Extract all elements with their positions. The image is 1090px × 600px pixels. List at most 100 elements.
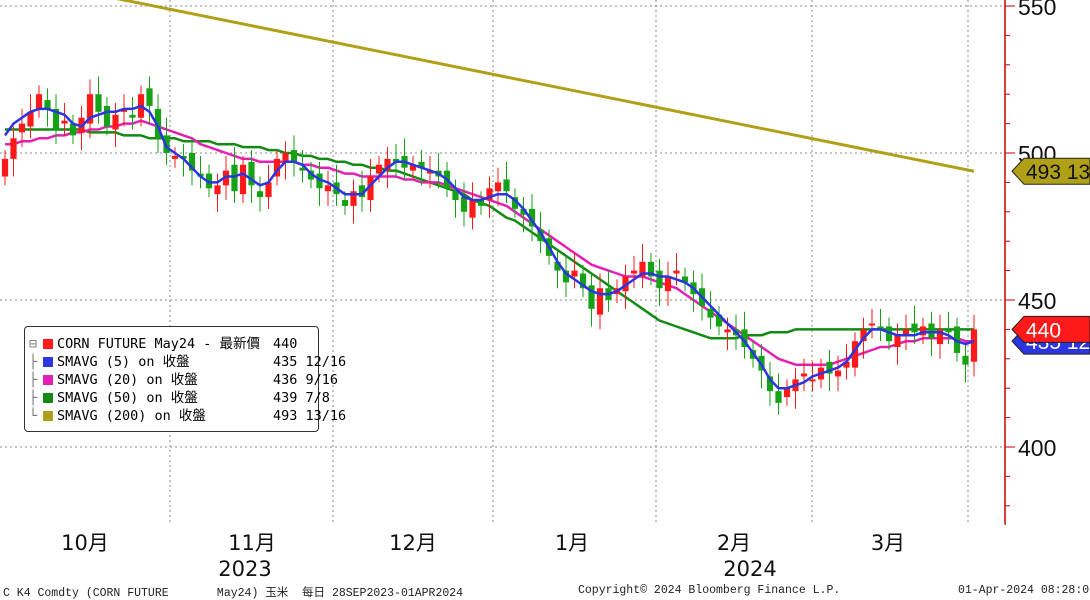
legend-item-price: ⊟ CORN FUTURE May24 - 最新價 440 [29, 335, 297, 353]
month-label: 11月 [228, 531, 276, 555]
sma50-layer [5, 128, 974, 340]
candle-body [664, 276, 672, 292]
candle-body [724, 329, 731, 333]
price-tag-box [1011, 315, 1090, 343]
candle-body [409, 164, 417, 171]
candle-body [384, 158, 391, 171]
candle-body [52, 108, 60, 130]
legend-value: 493 13/16 [273, 408, 347, 424]
sma200-tag-box [1011, 157, 1090, 185]
candle-body [579, 273, 587, 289]
candle-body [528, 208, 536, 227]
candle-body [741, 329, 748, 348]
candle-body [766, 376, 774, 392]
collapse-icon[interactable]: ⊟ [29, 336, 38, 352]
candle-body [418, 161, 425, 168]
candle-body [596, 288, 604, 315]
candle-body [562, 270, 570, 283]
candle-body [112, 114, 119, 130]
candle-body [630, 270, 638, 274]
candle-body [129, 114, 136, 118]
price-tag-text: 440 [1026, 319, 1061, 342]
candle-body [324, 185, 332, 192]
candle-body [350, 191, 357, 206]
candle-body [868, 323, 876, 326]
candle-body [885, 326, 893, 342]
candle-body [707, 308, 714, 318]
candle-body [970, 329, 978, 362]
candle-body [775, 391, 782, 403]
candle-body [299, 167, 306, 171]
legend-label: SMAVG (50) on 收盤 [57, 390, 198, 406]
sma5-line [3, 104, 975, 390]
candle-body [477, 200, 485, 206]
candle-body [154, 108, 162, 139]
candle-body [120, 108, 128, 112]
candle-body [95, 94, 102, 112]
price-tick-label: 550 [1018, 0, 1056, 20]
swatch-icon [43, 375, 53, 385]
candle-body [919, 326, 927, 336]
candle-body [341, 200, 349, 206]
year-label: 2024 [723, 557, 776, 581]
candle-body [936, 329, 944, 345]
legend-item-sma50: ├ SMAVG (50) on 收盤 439 7/8 [29, 390, 330, 406]
candle-body [860, 329, 867, 342]
candle-body [256, 191, 264, 198]
swatch-icon [43, 393, 53, 403]
candle-body [69, 123, 77, 136]
legend-item-sma5: ├ SMAVG (5) on 收盤 435 12/16 [29, 354, 347, 370]
candle-body [426, 170, 434, 174]
legend-value: 435 12/16 [273, 354, 347, 370]
candle-body [494, 182, 502, 192]
price-tick-label: 450 [1018, 288, 1056, 314]
legend-value: 439 7/8 [273, 390, 330, 406]
candle-body [290, 150, 298, 162]
month-label: 10月 [61, 531, 109, 555]
candle-body [188, 153, 196, 171]
candle-body [146, 88, 153, 106]
candle-body [452, 191, 459, 201]
candle-body [537, 229, 544, 242]
swatch-icon [43, 411, 53, 421]
legend-value: 440 [273, 336, 298, 352]
candle-body [265, 182, 272, 198]
candle-body [639, 261, 646, 277]
candle-body [61, 120, 68, 124]
candle-body [367, 176, 374, 201]
candle-body [588, 285, 595, 309]
candle-body [214, 185, 221, 195]
candle-body [486, 188, 493, 201]
sma50-line [5, 128, 974, 340]
candle-body [647, 261, 655, 277]
candle-body [894, 335, 901, 348]
candle-body [681, 276, 689, 283]
candle-body [945, 329, 952, 333]
candle-body [103, 105, 111, 127]
candle-body [503, 179, 510, 192]
candle-body [928, 323, 935, 339]
footer-timestamp: 01-Apr-2024 08:28:01 [958, 584, 1090, 597]
candle-body [520, 208, 527, 215]
candle-body [877, 326, 884, 330]
candle-body [316, 173, 323, 189]
candle-body [239, 164, 247, 195]
month-label: 3月 [871, 531, 905, 555]
legend-label: CORN FUTURE May24 - 最新價 [57, 336, 261, 352]
candle-body [282, 153, 289, 162]
candle-body [911, 323, 918, 333]
candle-body [35, 94, 43, 109]
sma200-tag-text: 493 13/16 [1026, 161, 1090, 184]
swatch-icon [43, 357, 53, 367]
chart-legend: ⊟ CORN FUTURE May24 - 最新價 440 ├ SMAVG (5) o… [24, 326, 347, 432]
candle-body [851, 341, 859, 368]
candle-body [715, 314, 723, 327]
candle-body [800, 373, 808, 377]
candle-body [27, 111, 34, 127]
candle-body [1, 158, 9, 177]
chart-grid [0, 0, 1005, 525]
candle-body [902, 329, 910, 336]
candle-body [783, 388, 791, 398]
month-label: 1月 [555, 531, 589, 555]
